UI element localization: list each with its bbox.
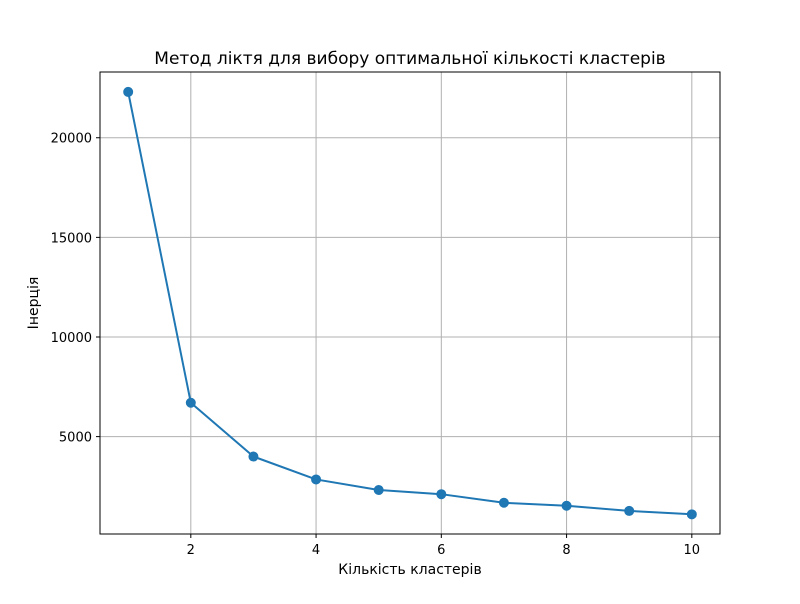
plot-frame (99, 71, 721, 535)
x-tick-label: 2 (187, 543, 195, 558)
axis-ticks: 2 4 6 8 10 5000 10000 15000 20000 (51, 132, 700, 558)
x-tick-label: 10 (684, 543, 701, 558)
data-point (436, 489, 447, 500)
x-axis-label: Кількість кластерів (338, 562, 481, 578)
data-point (248, 451, 259, 462)
data-point (624, 505, 635, 516)
y-tick-label: 15000 (51, 231, 92, 246)
x-tick-label: 4 (312, 543, 320, 558)
y-tick-label: 20000 (51, 132, 92, 147)
data-point (561, 500, 572, 511)
data-point (123, 86, 134, 97)
data-point (185, 397, 196, 408)
y-axis-label: Інерція (26, 277, 42, 330)
y-tick-label: 10000 (51, 331, 92, 346)
y-tick-label: 5000 (59, 431, 92, 446)
data-point (498, 497, 509, 508)
data-point (686, 509, 697, 520)
x-tick-label: 6 (437, 543, 445, 558)
x-tick-label: 8 (562, 543, 570, 558)
series-line (127, 91, 692, 516)
chart-title: Метод ліктя для вибору оптимальної кільк… (154, 49, 665, 69)
series (123, 86, 697, 520)
data-point (373, 485, 384, 496)
data-point (311, 474, 322, 485)
grid (100, 72, 720, 534)
